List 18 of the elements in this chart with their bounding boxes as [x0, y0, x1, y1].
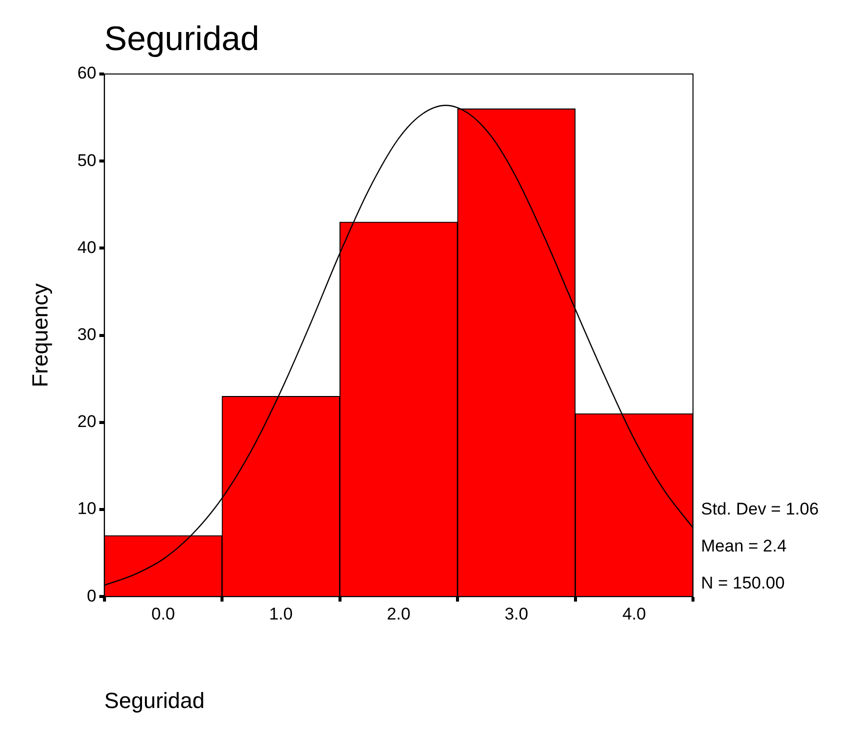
y-tick-label: 40 [77, 238, 96, 257]
y-axis-title: Frequency [27, 283, 52, 388]
y-tick-label: 10 [77, 499, 96, 518]
y-tick-label: 0 [86, 586, 96, 606]
y-tick-label: 20 [77, 412, 96, 432]
x-tick-label: 2.0 [386, 604, 410, 624]
text: N = 150.00 [701, 574, 785, 593]
y-tick-label: 60 [77, 64, 96, 83]
x-tick-label: 1.0 [269, 604, 293, 624]
x-tick-label: 4.0 [622, 604, 646, 624]
text: Mean = 2.4 [701, 536, 787, 556]
y-tick-label: 30 [77, 324, 96, 344]
x-tick-label: 0.0 [151, 604, 175, 624]
x-axis-title: Seguridad [104, 688, 205, 713]
x-tick-label: 3.0 [504, 604, 528, 624]
chart-title: Seguridad [104, 20, 260, 58]
y-tick-label: 50 [77, 150, 96, 170]
text: Std. Dev = 1.06 [701, 500, 819, 519]
